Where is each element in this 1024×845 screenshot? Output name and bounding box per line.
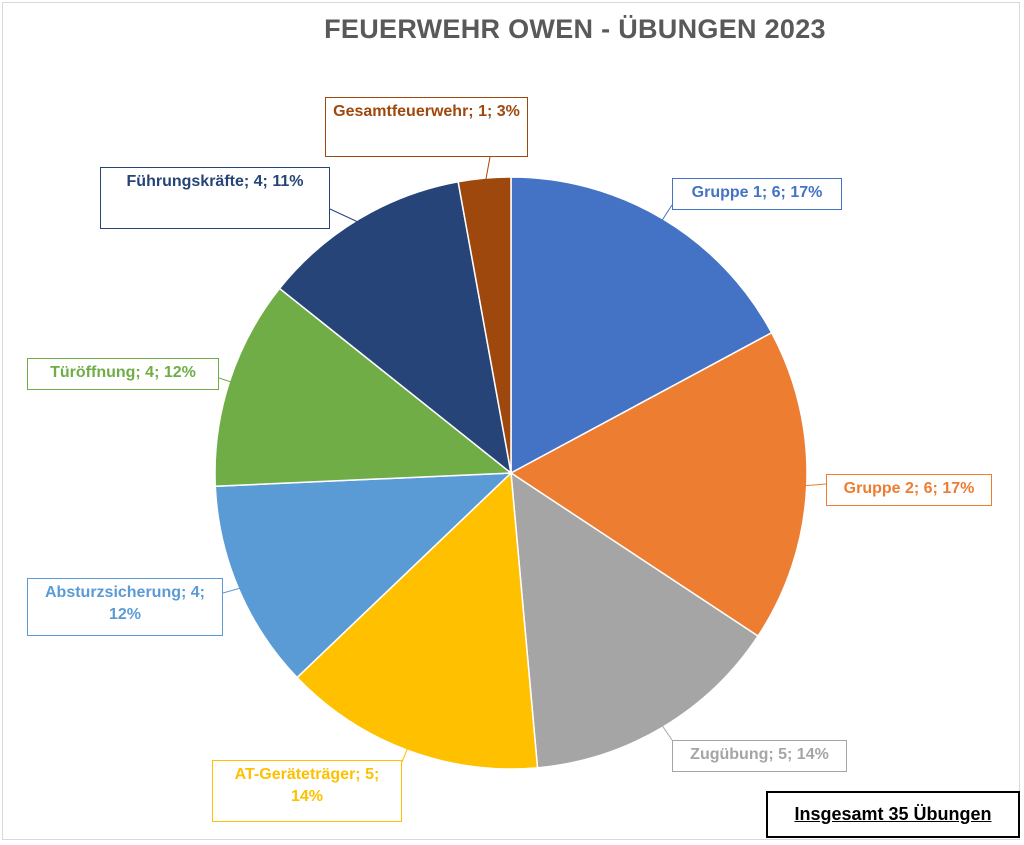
data-label-at-geratetrager: AT-Geräteträger; 5; 14% (212, 760, 402, 822)
leader-line (401, 744, 410, 763)
data-label-absturzsicherung: Absturzsicherung; 4; 12% (27, 578, 223, 636)
leader-line (329, 208, 363, 225)
leader-line (659, 721, 673, 741)
data-label-gesamtfeuerwehr: Gesamtfeuerwehr; 1; 3% (325, 97, 528, 157)
leader-line (484, 156, 491, 185)
pie-slice-gesamtfeuerwehr (457, 176, 512, 474)
pie-slice-f-hrungskr-fte (278, 180, 513, 475)
pie-slice-gruppe-2 (509, 331, 808, 638)
data-label-turoffnung: Türöffnung; 4; 12% (27, 358, 219, 390)
pie-slice-absturzsicherung (214, 472, 513, 679)
data-label-fuhrungskrafte: Führungskräfte; 4; 11% (100, 167, 330, 229)
total-exercises-box: Insgesamt 35 Übungen (766, 791, 1020, 838)
leader-line (222, 586, 245, 594)
leader-line (659, 204, 673, 225)
leader-line (218, 377, 236, 384)
data-label-zugubung: Zugübung; 5; 14% (672, 740, 847, 772)
data-label-gruppe-2: Gruppe 2; 6; 17% (826, 474, 992, 506)
chart-title: FEUERWEHR OWEN - ÜBUNGEN 2023 (324, 14, 826, 44)
data-label-gruppe-1: Gruppe 1; 6; 17% (672, 178, 842, 210)
leader-line (800, 483, 827, 487)
